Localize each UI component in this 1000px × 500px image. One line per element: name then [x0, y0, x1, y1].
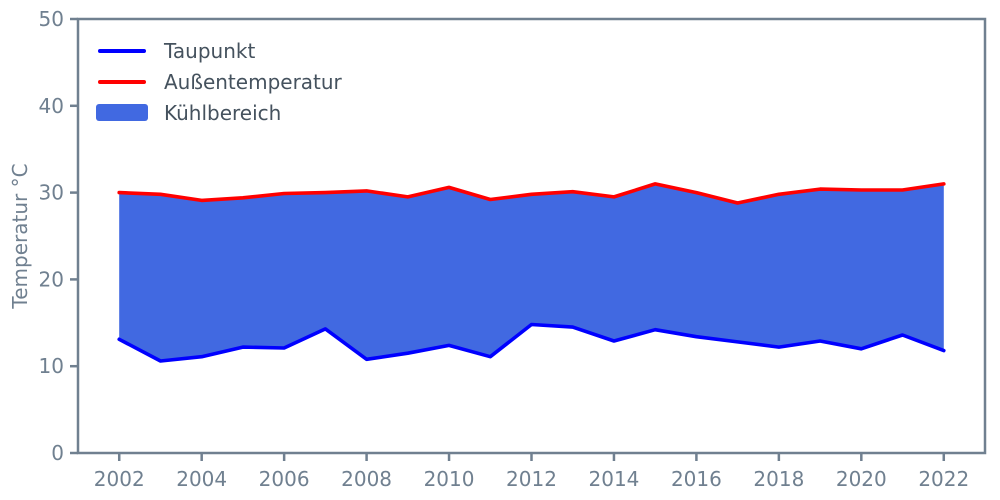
x-tick-label: 2006	[259, 467, 310, 491]
Außentemperatur-line	[117, 182, 946, 205]
y-tick-label: 40	[39, 94, 64, 118]
x-tick-label: 2018	[753, 467, 804, 491]
taupunkt-line-swatch	[98, 48, 146, 53]
x-tick-label: 2014	[589, 467, 640, 491]
y-tick-label: 10	[39, 354, 64, 378]
x-tick-label: 2022	[918, 467, 969, 491]
x-tick-label: 2020	[836, 467, 887, 491]
y-axis-label: Temperatur °C	[8, 163, 32, 309]
legend-swatch-box	[96, 79, 148, 84]
kuehlbereich-fill-swatch	[96, 104, 148, 121]
y-tick-label: 0	[51, 441, 64, 465]
x-tick-label: 2008	[341, 467, 392, 491]
legend-label-taupunkt: Taupunkt	[164, 38, 256, 63]
legend-label-aussentemperatur: Außentemperatur	[164, 69, 342, 94]
x-tick-label: 2002	[94, 467, 145, 491]
y-tick-label: 50	[39, 7, 64, 31]
legend-swatch-box	[96, 48, 148, 53]
legend: Taupunkt Außentemperatur Kühlbereich	[96, 35, 342, 128]
Taupunkt-line	[117, 322, 946, 363]
x-tick-label: 2016	[671, 467, 722, 491]
legend-item-taupunkt: Taupunkt	[96, 35, 342, 66]
kuehlbereich-area	[119, 183, 944, 361]
legend-item-kuehlbereich: Kühlbereich	[96, 97, 342, 128]
aussentemperatur-line-swatch	[98, 79, 146, 84]
y-tick-label: 20	[39, 267, 64, 291]
legend-swatch-box	[96, 104, 148, 121]
x-tick-label: 2010	[424, 467, 475, 491]
legend-item-aussentemperatur: Außentemperatur	[96, 66, 342, 97]
legend-label-kuehlbereich: Kühlbereich	[164, 100, 282, 125]
y-tick-label: 30	[39, 181, 64, 205]
x-tick-label: 2012	[506, 467, 557, 491]
x-tick-label: 2004	[176, 467, 227, 491]
